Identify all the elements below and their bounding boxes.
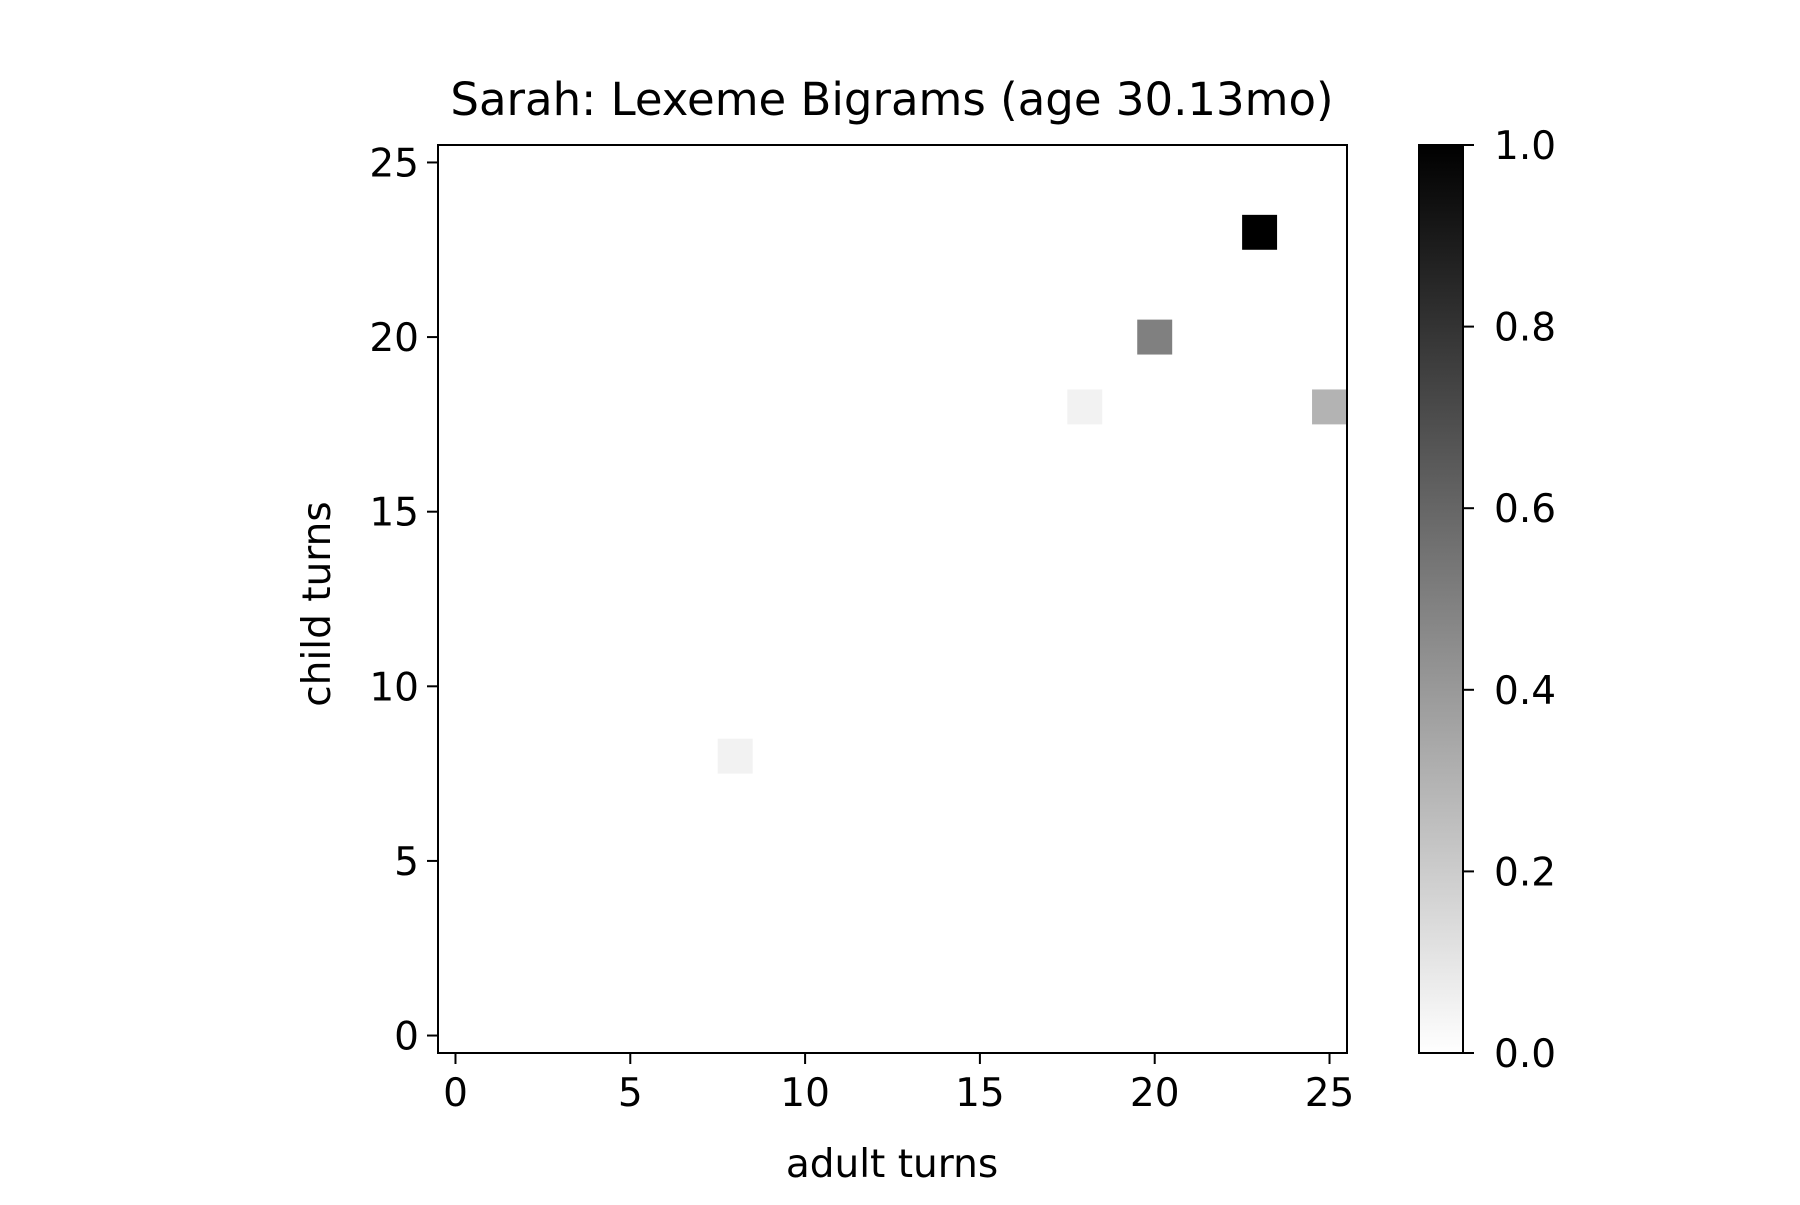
y-axis-ticks: 0 5 10 15 20 25	[369, 141, 438, 1060]
x-tick-label: 0	[443, 1071, 468, 1116]
y-tick-label: 10	[369, 665, 419, 710]
colorbar-tick-label: 0.4	[1494, 669, 1556, 714]
x-tick-label: 20	[1130, 1071, 1180, 1116]
colorbar-tick-label: 0.6	[1494, 487, 1556, 532]
y-tick-label: 15	[369, 491, 419, 536]
x-tick-label: 5	[618, 1071, 643, 1116]
colorbar-tick-label: 1.0	[1494, 124, 1556, 169]
colorbar	[1418, 144, 1464, 1054]
x-tick-label: 25	[1305, 1071, 1355, 1116]
x-axis-label: adult turns	[786, 1142, 998, 1187]
x-axis-ticks: 0 5 10 15 20 25	[443, 1053, 1354, 1116]
y-tick-label: 0	[394, 1015, 419, 1060]
colorbar-ticks: 0.0 0.2 0.4 0.6 0.8 1.0	[1463, 124, 1556, 1077]
y-tick-label: 20	[369, 316, 419, 361]
x-tick-label: 15	[955, 1071, 1005, 1116]
chart-title: Sarah: Lexeme Bigrams (age 30.13mo)	[450, 73, 1333, 126]
colorbar-tick-label: 0.8	[1494, 306, 1556, 351]
heatmap-cell	[1312, 389, 1347, 425]
x-tick-label: 10	[780, 1071, 830, 1116]
colorbar-tick-label: 0.0	[1494, 1032, 1556, 1077]
heatmap-cell	[1067, 389, 1103, 425]
heatmap-cell	[1137, 319, 1173, 355]
colorbar-tick-label: 0.2	[1494, 850, 1556, 895]
plot-frame	[437, 144, 1348, 1054]
heatmap-cell	[1242, 214, 1278, 250]
y-tick-label: 25	[369, 141, 419, 186]
heatmap-cells	[717, 214, 1347, 774]
y-tick-label: 5	[394, 840, 419, 885]
heatmap-cell	[717, 738, 753, 774]
y-axis-label: child turns	[295, 501, 340, 706]
